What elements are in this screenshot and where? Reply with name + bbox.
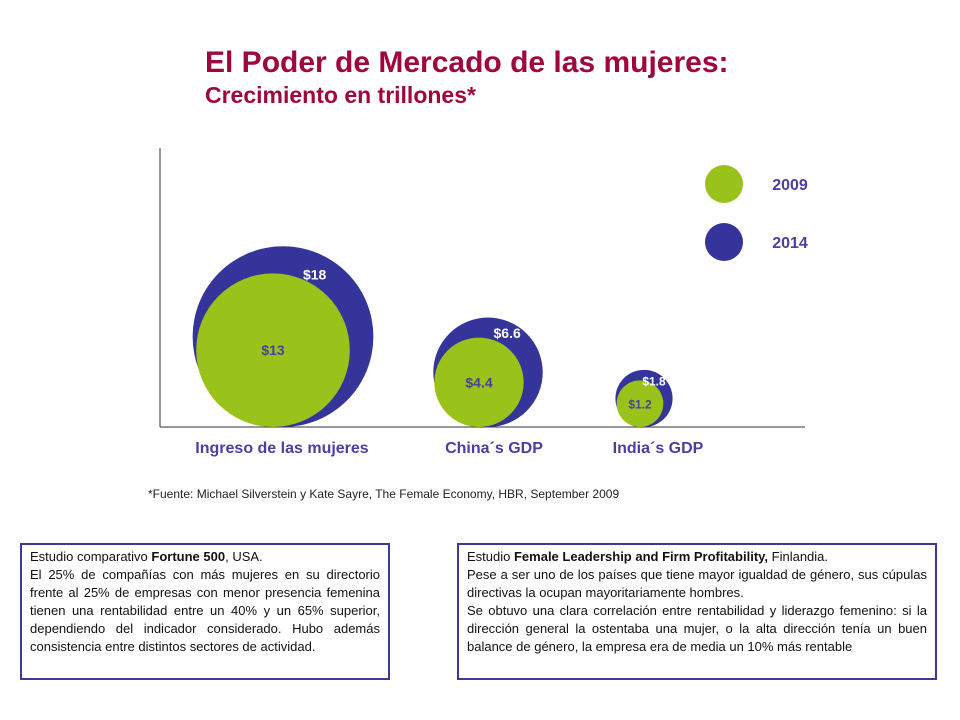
box-right-text-2: Se obtuvo una clara correlación entre re… [467, 603, 927, 654]
legend-label-2009: 2009 [772, 177, 808, 194]
x-tick-label: Ingreso de las mujeres [195, 440, 369, 457]
data-label-2014: $6.6 [494, 325, 521, 341]
data-label-2009: $1.2 [628, 398, 652, 412]
data-label-2009: $4.4 [465, 374, 492, 390]
finland-study-box: Estudio Female Leadership and Firm Profi… [457, 543, 937, 680]
x-tick-label: China´s GDP [445, 440, 543, 457]
page-subtitle: Crecimiento en trillones* [205, 82, 476, 108]
page-title: El Poder de Mercado de las mujeres: [205, 46, 729, 79]
legend-marker-2014 [705, 223, 743, 261]
legend-marker-2009 [705, 165, 743, 203]
data-label-2009: $13 [261, 342, 285, 358]
box-left-heading: Estudio comparativo Fortune 500, USA. [30, 549, 263, 564]
bubble-2009 [434, 337, 524, 427]
fortune-500-study-box: Estudio comparativo Fortune 500, USA. El… [20, 543, 390, 680]
x-tick-label: India´s GDP [613, 440, 704, 457]
box-right-text-1: Pese a ser uno de los países que tiene m… [467, 567, 927, 600]
bubble-2009 [616, 380, 664, 427]
source-note: *Fuente: Michael Silverstein y Kate Sayr… [148, 487, 620, 501]
legend-label-2014: 2014 [772, 235, 808, 252]
box-left-text: El 25% de compañías con más mujeres en s… [30, 567, 380, 654]
bubble-2009 [196, 273, 350, 427]
data-label-2014: $18 [303, 267, 327, 283]
data-label-2014: $1.8 [642, 374, 666, 388]
box-right-heading: Estudio Female Leadership and Firm Profi… [467, 549, 829, 564]
bubble-chart: $18 $13 Ingreso de las mujeres $6.6 $4.4 Chin… [159, 148, 808, 457]
